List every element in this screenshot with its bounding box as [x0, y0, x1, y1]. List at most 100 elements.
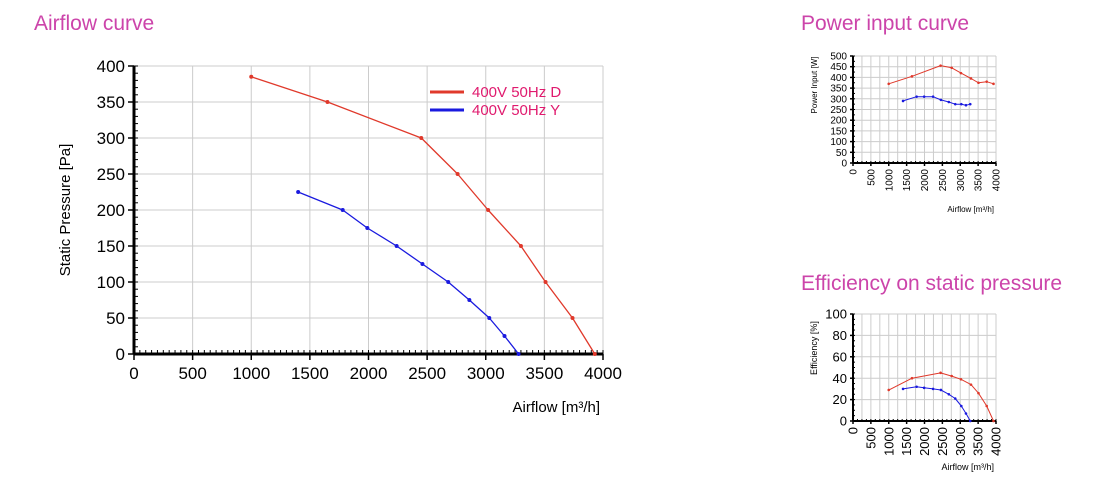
data-point	[947, 392, 951, 396]
series-line	[902, 386, 971, 422]
data-point	[543, 280, 548, 284]
data-point	[931, 387, 935, 391]
data-point	[959, 377, 963, 381]
x-tick-label: 1500	[291, 364, 329, 383]
series-line	[297, 191, 520, 355]
data-point	[455, 172, 460, 176]
data-point	[922, 95, 926, 98]
x-tick-label: 0	[129, 364, 138, 383]
data-point	[487, 316, 492, 320]
x-tick-label: 1500	[899, 427, 914, 456]
y-tick-label: 0	[840, 414, 847, 429]
data-point	[931, 95, 935, 98]
x-tick-labels: 0 500 1000 1500 2000 2500 3000 3500 4000	[846, 421, 1004, 456]
data-point	[985, 80, 989, 83]
data-point	[950, 66, 953, 70]
x-tick-label: 2000	[350, 364, 388, 383]
data-point	[969, 383, 973, 386]
data-point	[249, 74, 254, 79]
y-tick-label: 80	[833, 328, 847, 343]
data-point	[915, 385, 918, 389]
y-tick-label: 0	[116, 345, 125, 364]
x-tick-label: 3000	[953, 427, 968, 456]
grid-lines	[134, 65, 604, 354]
data-point	[939, 98, 943, 102]
x-axis-label: Airflow [m³/h]	[941, 462, 994, 472]
x-tick-label: 3500	[971, 427, 986, 456]
data-point	[939, 64, 942, 67]
data-point	[365, 226, 370, 230]
data-point	[968, 419, 972, 423]
data-point	[420, 262, 425, 266]
data-point	[570, 316, 575, 320]
x-tick-label: 4000	[992, 169, 1003, 192]
data-point	[446, 280, 451, 284]
data-point	[901, 99, 905, 103]
y-tick-label: 20	[833, 392, 847, 407]
y-tick-label: 250	[97, 165, 125, 184]
y-tick-labels: 0 20 40 60 80 100	[825, 307, 853, 429]
data-point	[947, 100, 951, 104]
data-point	[977, 391, 980, 395]
x-tick-label: 500	[178, 364, 206, 383]
x-tick-label: 4000	[989, 427, 1004, 456]
data-point	[592, 352, 597, 356]
data-point	[502, 334, 507, 338]
y-tick-label: 250	[830, 105, 847, 116]
x-tick-labels: 0 500 1000 1500 2000 2500 3000 3500 4000	[129, 354, 622, 383]
data-point	[964, 103, 968, 107]
y-tick-label: 200	[830, 116, 847, 127]
grid-lines	[853, 55, 997, 163]
x-tick-label: 500	[863, 427, 878, 449]
data-point	[950, 374, 953, 378]
x-tick-label: 3500	[974, 169, 985, 192]
y-tick-label: 100	[830, 137, 847, 148]
x-axis-label: Airflow [m³/h]	[947, 205, 994, 214]
data-point	[969, 77, 973, 80]
x-tick-label: 3000	[956, 169, 967, 192]
series-y	[901, 385, 972, 423]
data-point	[910, 75, 914, 78]
series-line	[902, 96, 971, 106]
y-tick-label: 50	[106, 309, 125, 328]
y-axis-label: Static Pressure [Pa]	[57, 144, 74, 277]
x-tick-label: 500	[866, 169, 877, 186]
x-tick-label: 1000	[881, 427, 896, 456]
y-tick-label: 350	[830, 84, 847, 95]
data-point	[992, 82, 995, 86]
data-point	[887, 82, 891, 86]
x-tick-label: 0	[846, 427, 861, 434]
data-point	[516, 352, 521, 356]
data-point	[977, 81, 980, 85]
x-tick-label: 1000	[884, 169, 895, 192]
x-tick-label: 1000	[232, 364, 270, 383]
series-y	[296, 190, 521, 356]
y-tick-label: 50	[836, 148, 848, 159]
x-tick-label: 2500	[935, 427, 950, 456]
data-point	[910, 376, 914, 380]
y-tick-label: 500	[830, 52, 847, 63]
x-tick-label: 4000	[584, 364, 622, 383]
data-point	[985, 404, 989, 408]
x-tick-label: 3000	[467, 364, 505, 383]
y-tick-label: 200	[97, 201, 125, 220]
data-point	[992, 419, 995, 423]
series-d	[249, 74, 597, 356]
y-tick-label: 450	[830, 62, 847, 73]
data-point	[518, 244, 523, 248]
x-tick-label: 2500	[408, 364, 446, 383]
series-d	[887, 371, 995, 423]
y-tick-label: 300	[97, 129, 125, 148]
y-tick-label: 100	[825, 307, 847, 322]
y-tick-label: 150	[97, 237, 125, 256]
y-tick-label: 400	[830, 73, 847, 84]
y-tick-label: 40	[833, 371, 847, 386]
data-point	[394, 244, 399, 248]
x-tick-label: 2000	[917, 427, 932, 456]
x-tick-label: 3500	[525, 364, 563, 383]
data-point	[467, 298, 472, 302]
